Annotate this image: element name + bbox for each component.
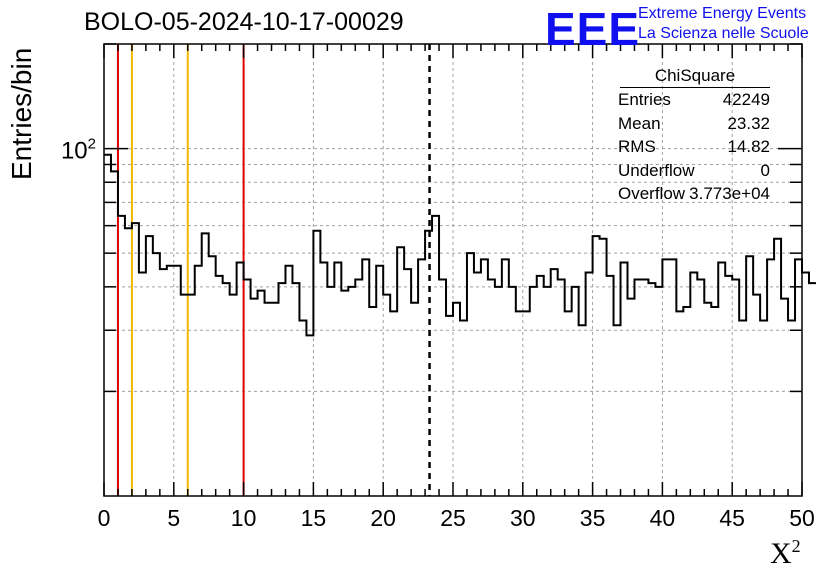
x-axis-label: X2	[770, 536, 801, 571]
y-tick-label-sup: 2	[88, 136, 96, 153]
histogram-line	[104, 153, 816, 337]
stats-label: Mean	[618, 113, 661, 133]
x-axis-label-base: X	[770, 537, 792, 570]
stats-row: Underflow 0	[612, 159, 778, 183]
stats-value: 42249	[722, 90, 770, 109]
eee-logo: EEE	[545, 3, 641, 55]
x-tick-label: 5	[167, 505, 180, 531]
plot-title: BOLO-05-2024-10-17-00029	[84, 8, 404, 36]
x-tick-label: 50	[789, 505, 815, 531]
x-tick-label: 25	[440, 505, 466, 531]
x-tick-label: 20	[370, 505, 396, 531]
stats-row: Entries 42249	[612, 88, 778, 112]
stats-title: ChiSquare	[620, 66, 770, 88]
x-tick-label: 0	[98, 505, 111, 531]
logo-line-2: La Scienza nelle Scuole	[638, 25, 809, 42]
x-tick-label: 30	[510, 505, 536, 531]
stats-value: 3.773e+04	[689, 184, 770, 203]
stats-row: RMS 14.82	[612, 135, 778, 159]
stats-value: 14.82	[727, 137, 770, 156]
x-axis-label-sup: 2	[791, 536, 801, 556]
x-tick-labels: 0 5 10 15 20 25 30 35 40 45 50	[98, 505, 815, 531]
y-axis-label: Entries/bin	[6, 47, 37, 180]
x-tick-label: 45	[719, 505, 745, 531]
stats-row: Overflow 3.773e+04	[612, 182, 778, 206]
axis-ticks	[103, 43, 803, 496]
stats-label: Overflow	[618, 184, 686, 203]
stats-label: Underflow	[618, 160, 695, 180]
logo-line-1: Extreme Energy Events	[638, 5, 807, 22]
stats-box: ChiSquare Entries 42249 Mean 23.32 RMS 1…	[612, 66, 778, 206]
stats-value: 0	[760, 160, 770, 180]
x-tick-label: 15	[301, 505, 327, 531]
x-tick-label: 35	[580, 505, 606, 531]
x-tick-label: 40	[650, 505, 676, 531]
stats-label: RMS	[618, 137, 656, 156]
x-tick-label: 10	[231, 505, 257, 531]
y-tick-labels: 102	[61, 136, 96, 165]
stats-label: Entries	[618, 90, 671, 109]
y-tick-label: 102	[61, 136, 96, 165]
stats-value: 23.32	[727, 113, 770, 133]
stats-row: Mean 23.32	[612, 112, 778, 136]
